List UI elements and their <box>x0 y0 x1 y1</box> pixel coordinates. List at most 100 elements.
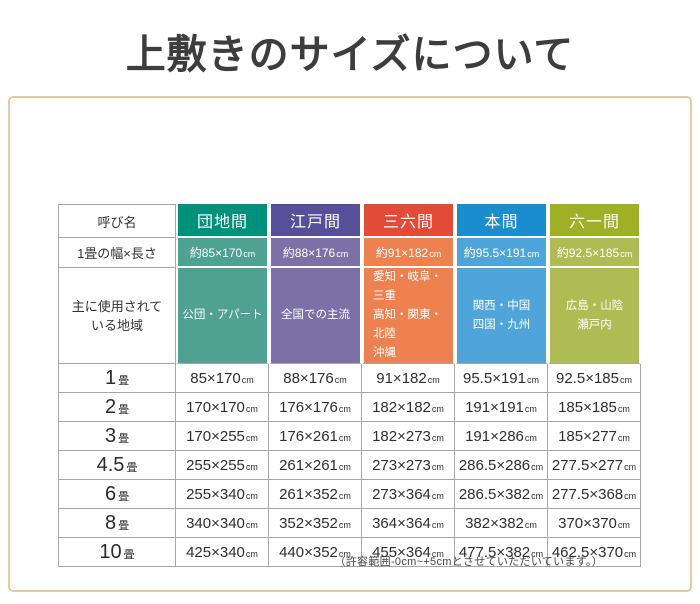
unit-label: cm <box>531 490 544 501</box>
unit-label: cm <box>619 374 632 385</box>
size-cell: 382×382cm <box>455 509 548 538</box>
unit-label: cm <box>338 432 351 443</box>
size-cell: 92.5×185cm <box>548 364 641 393</box>
region-row: 主に使用されて いる地域 公団・アパート 全国での主流 愛知・岐阜・三重 高知・… <box>58 268 641 364</box>
unit-label: cm <box>245 519 258 530</box>
size-cell: 273×364cm <box>362 480 455 509</box>
unit-label: cm <box>334 374 347 385</box>
unit-label: cm <box>338 490 351 501</box>
unit-label: cm <box>624 461 637 472</box>
region-line: 高知・関東・北陸 <box>373 309 442 340</box>
unit-label: cm <box>617 403 630 414</box>
width-cell: 約91×182cm <box>362 238 455 268</box>
size-cell: 191×286cm <box>455 422 548 451</box>
size-cell: 185×185cm <box>548 393 641 422</box>
size-cell: 261×261cm <box>269 451 362 480</box>
size-row-label: 10 畳 <box>58 538 176 567</box>
column-header-danchima: 団地間 <box>176 204 269 238</box>
page-title: 上敷きのサイズについて <box>125 31 575 78</box>
size-cell: 176×176cm <box>269 393 362 422</box>
column-header-honma: 本間 <box>455 204 548 238</box>
width-row: 1畳の幅×長さ 約85×170cm 約88×176cm 約91×182cm 約9… <box>58 238 641 268</box>
unit-label: cm <box>338 548 351 559</box>
width-cell: 約85×170cm <box>176 238 269 268</box>
unit-label: cm <box>524 432 537 443</box>
unit-label: cm <box>338 461 351 472</box>
unit-label: cm <box>617 519 630 530</box>
size-cell: 170×170cm <box>176 393 269 422</box>
width-cell: 約88×176cm <box>269 238 362 268</box>
region-label-line-1: 主に使用されて <box>71 298 163 314</box>
column-header-rokuichima: 六一間 <box>548 204 641 238</box>
unit-label: cm <box>336 248 349 259</box>
width-value: 約88×176 <box>282 245 336 260</box>
width-value: 約85×170 <box>189 245 243 260</box>
size-cell: 255×340cm <box>176 480 269 509</box>
size-cell: 440×352cm <box>269 538 362 567</box>
unit-label: cm <box>431 403 444 414</box>
unit-label: cm <box>624 490 637 501</box>
region-cell: 公団・アパート <box>176 268 269 364</box>
tatami-size-table: 呼び名 団地間 江戸間 三六間 本間 六一間 1畳の幅×長さ 約85×170cm… <box>58 204 641 567</box>
unit-label: cm <box>624 548 637 559</box>
size-cell: 88×176cm <box>269 364 362 393</box>
region-line: 広島・山陰 <box>565 299 624 312</box>
unit-label: cm <box>241 374 254 385</box>
width-value: 約91×182 <box>375 245 429 260</box>
region-cell: 全国での主流 <box>269 268 362 364</box>
unit-label: cm <box>431 548 444 559</box>
size-cell: 277.5×368cm <box>548 480 641 509</box>
size-row-7: 10 畳 425×340cm 440×352cm 455×364cm 477.5×… <box>58 538 641 567</box>
region-cell: 愛知・岐阜・三重 高知・関東・北陸 沖縄 <box>362 268 455 364</box>
column-header-edoma: 江戸間 <box>269 204 362 238</box>
size-cell: 255×255cm <box>176 451 269 480</box>
size-cell: 477.5×382cm <box>455 538 548 567</box>
region-line: 全国での主流 <box>281 309 350 321</box>
region-cell: 関西・中国 四国・九州 <box>455 268 548 364</box>
size-row-label: 4.5 畳 <box>58 451 176 480</box>
region-line: 愛知・岐阜・三重 <box>373 271 442 302</box>
size-cell: 455×364cm <box>362 538 455 567</box>
unit-label: cm <box>245 548 258 559</box>
unit-label: cm <box>524 403 537 414</box>
size-cell: 85×170cm <box>176 364 269 393</box>
unit-label: cm <box>245 403 258 414</box>
size-cell: 176×261cm <box>269 422 362 451</box>
unit-label: cm <box>338 403 351 414</box>
size-cell: 286.5×286cm <box>455 451 548 480</box>
size-cell: 462.5×370cm <box>548 538 641 567</box>
unit-label: cm <box>431 432 444 443</box>
width-cell: 約95.5×191cm <box>455 238 548 268</box>
width-cell: 約92.5×185cm <box>548 238 641 268</box>
size-row-4: 4.5 畳 255×255cm 261×261cm 273×273cm 286.5… <box>58 451 641 480</box>
size-cell: 352×352cm <box>269 509 362 538</box>
size-cell: 277.5×277cm <box>548 451 641 480</box>
size-cell: 185×277cm <box>548 422 641 451</box>
unit-label: cm <box>620 248 633 259</box>
size-cell: 340×340cm <box>176 509 269 538</box>
width-row-label: 1畳の幅×長さ <box>58 238 176 268</box>
unit-label: cm <box>531 461 544 472</box>
region-line: 公団・アパート <box>182 309 263 321</box>
column-header-sanrokuma: 三六間 <box>362 204 455 238</box>
unit-label: cm <box>531 548 544 559</box>
tolerance-footnote: （許容範囲-0cm~+5cmとさせていただいています。） <box>334 556 603 568</box>
unit-label: cm <box>429 248 442 259</box>
header-row: 呼び名 団地間 江戸間 三六間 本間 六一間 <box>58 204 641 238</box>
unit-label: cm <box>338 519 351 530</box>
size-cell: 425×340cm <box>176 538 269 567</box>
unit-label: cm <box>427 374 440 385</box>
unit-label: cm <box>617 432 630 443</box>
unit-label: cm <box>527 248 540 259</box>
unit-label: cm <box>431 461 444 472</box>
size-cell: 370×370cm <box>548 509 641 538</box>
region-line: 瀬戸内 <box>577 318 612 331</box>
